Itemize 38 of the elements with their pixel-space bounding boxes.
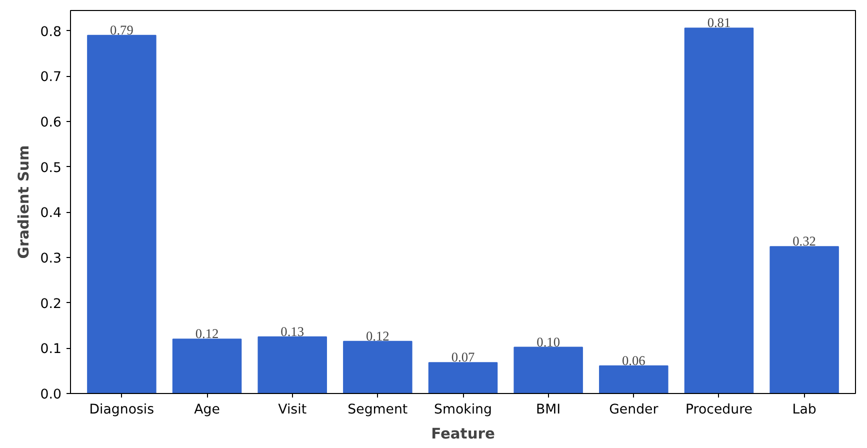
y-axis-title: Gradient Sum: [15, 145, 32, 259]
data-label: 0.79: [110, 22, 134, 38]
bar: [514, 346, 583, 394]
x-tick-label: BMI: [536, 402, 561, 418]
x-tick-label: Diagnosis: [89, 402, 154, 418]
data-label: 0.81: [707, 15, 731, 30]
y-tick-label: 0.2: [40, 296, 62, 312]
x-tick-label: Visit: [278, 402, 307, 418]
x-tick-label: Smoking: [434, 402, 492, 418]
data-label: 0.32: [792, 234, 816, 249]
y-tick-label: 0.1: [40, 342, 62, 358]
y-tick-label: 0.4: [40, 206, 62, 222]
data-label: 0.06: [622, 352, 646, 368]
bar: [428, 362, 498, 394]
bar: [684, 28, 754, 394]
bar: [172, 338, 242, 394]
bar: [258, 336, 327, 394]
bar: [343, 340, 412, 394]
bar: [599, 365, 668, 394]
data-label: 0.13: [280, 324, 304, 339]
y-tick-label: 0.3: [40, 252, 62, 267]
y-tick-label: 0.8: [40, 24, 62, 40]
data-label: 0.10: [536, 334, 560, 350]
y-tick-label: 0.6: [40, 116, 62, 131]
bar: [87, 34, 156, 394]
bar: [770, 246, 839, 394]
data-label: 0.12: [366, 328, 390, 344]
y-tick-label: 0.0: [40, 388, 62, 402]
data-label: 0.07: [451, 350, 475, 365]
y-tick-label: 0.7: [40, 70, 62, 86]
y-tick-label: 0.5: [40, 160, 62, 176]
x-axis-title: Feature: [431, 426, 495, 442]
data-label: 0.12: [195, 326, 219, 342]
x-tick-label: Segment: [348, 402, 408, 418]
x-tick-label: Procedure: [685, 402, 752, 418]
x-tick-label: Age: [194, 402, 220, 418]
x-tick-label: Lab: [792, 402, 816, 418]
x-tick-label: Gender: [609, 402, 659, 418]
